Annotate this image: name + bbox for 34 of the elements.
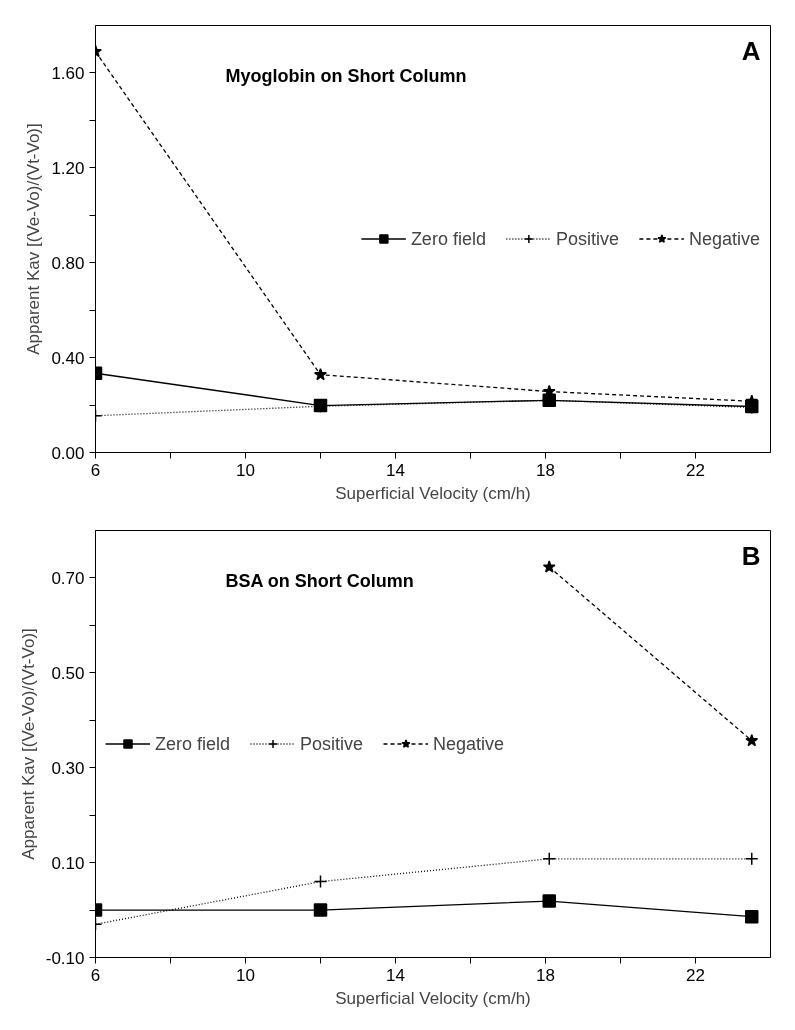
y-tick-label: 0.50 [51, 663, 85, 683]
x-tick-label: 14 [386, 965, 405, 985]
x-tick-label: 10 [236, 965, 255, 985]
annotation: BSA on Short Column [225, 570, 414, 591]
y-tick-label: 0.00 [51, 443, 85, 463]
y-axis-title: Apparent Kav [(Ve-Vo)/(Vt-Vo)] [24, 123, 44, 355]
y-axis-title: Apparent Kav [(Ve-Vo)/(Vt-Vo)] [18, 628, 38, 860]
x-tick-label: 18 [536, 460, 555, 480]
x-tick-label: 10 [236, 460, 255, 480]
annotation: A [741, 35, 761, 66]
x-tick-label: 14 [386, 460, 405, 480]
y-tick-label: 1.60 [51, 63, 85, 83]
legend-label: Zero field [410, 228, 486, 249]
x-tick-label: 22 [686, 965, 705, 985]
annotation: B [741, 540, 761, 571]
x-tick-label: 18 [536, 965, 555, 985]
legend-label: Positive [555, 228, 619, 249]
y-tick-label: 0.70 [51, 568, 85, 588]
legend-label: Negative [688, 228, 760, 249]
y-tick-label: -0.10 [45, 948, 85, 968]
x-tick-label: 22 [686, 460, 705, 480]
x-axis-title: Superficial Velocity (cm/h) [335, 483, 531, 503]
x-axis-title: Superficial Velocity (cm/h) [335, 988, 531, 1008]
annotation: Myoglobin on Short Column [225, 65, 467, 86]
y-tick-label: 0.30 [51, 758, 85, 778]
y-tick-label: 1.20 [51, 158, 85, 178]
y-tick-label: 0.10 [51, 853, 85, 873]
legend-label: Negative [433, 733, 505, 754]
x-tick-label: 6 [90, 460, 101, 480]
y-tick-label: 0.80 [51, 253, 85, 273]
y-tick-label: 0.40 [51, 348, 85, 368]
legend-label: Positive [300, 733, 364, 754]
x-tick-label: 6 [90, 965, 101, 985]
legend-label: Zero field [155, 733, 231, 754]
